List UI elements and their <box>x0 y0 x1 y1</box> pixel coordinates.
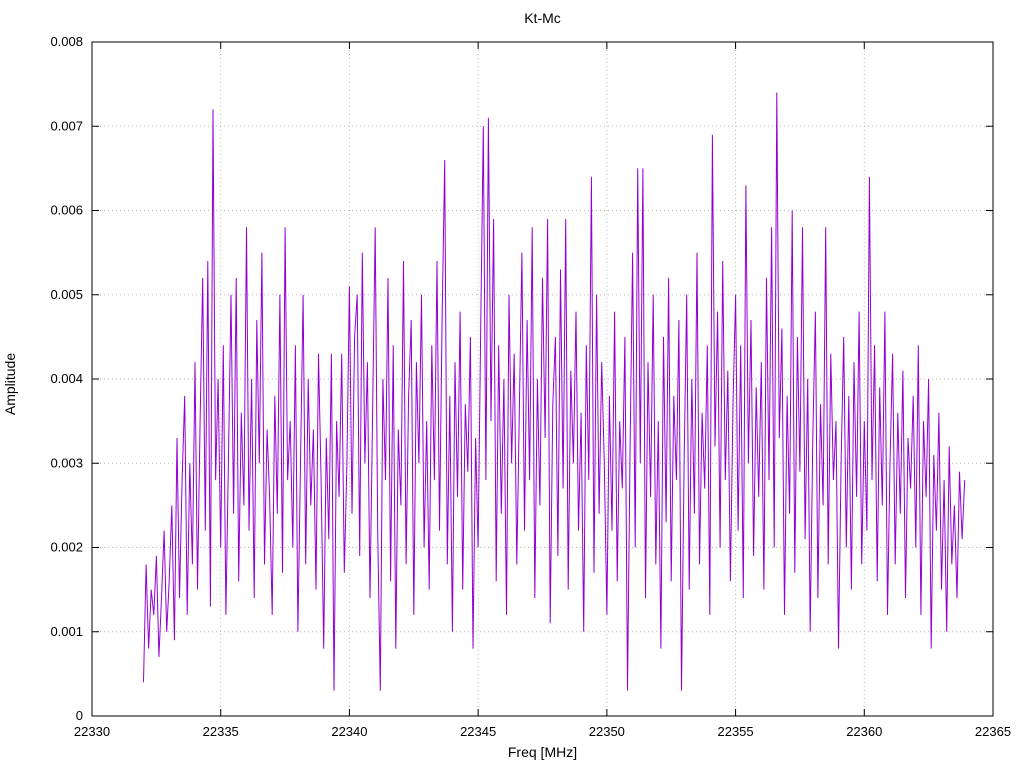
y-tick-label: 0 <box>76 708 83 723</box>
x-tick-label: 22350 <box>589 724 625 739</box>
chart-title: Kt-Mc <box>524 10 561 26</box>
x-tick-label: 22360 <box>846 724 882 739</box>
y-tick-label: 0.001 <box>50 624 83 639</box>
x-tick-label: 22345 <box>460 724 496 739</box>
x-tick-label: 22340 <box>331 724 367 739</box>
y-tick-label: 0.002 <box>50 540 83 555</box>
y-tick-label: 0.008 <box>50 34 83 49</box>
x-axis-label: Freq [MHz] <box>507 744 578 760</box>
signal-trace <box>143 92 966 691</box>
y-tick-label: 0.006 <box>50 203 83 218</box>
y-axis-label: Amplitude <box>2 352 18 416</box>
x-tick-label: 22330 <box>74 724 110 739</box>
y-tick-label: 0.007 <box>50 118 83 133</box>
y-tick-label: 0.005 <box>50 287 83 302</box>
x-tick-label: 22335 <box>203 724 239 739</box>
x-tick-label: 22355 <box>717 724 753 739</box>
x-tick-label: 22365 <box>975 724 1011 739</box>
y-tick-label: 0.003 <box>50 455 83 470</box>
y-tick-label: 0.004 <box>50 371 83 386</box>
